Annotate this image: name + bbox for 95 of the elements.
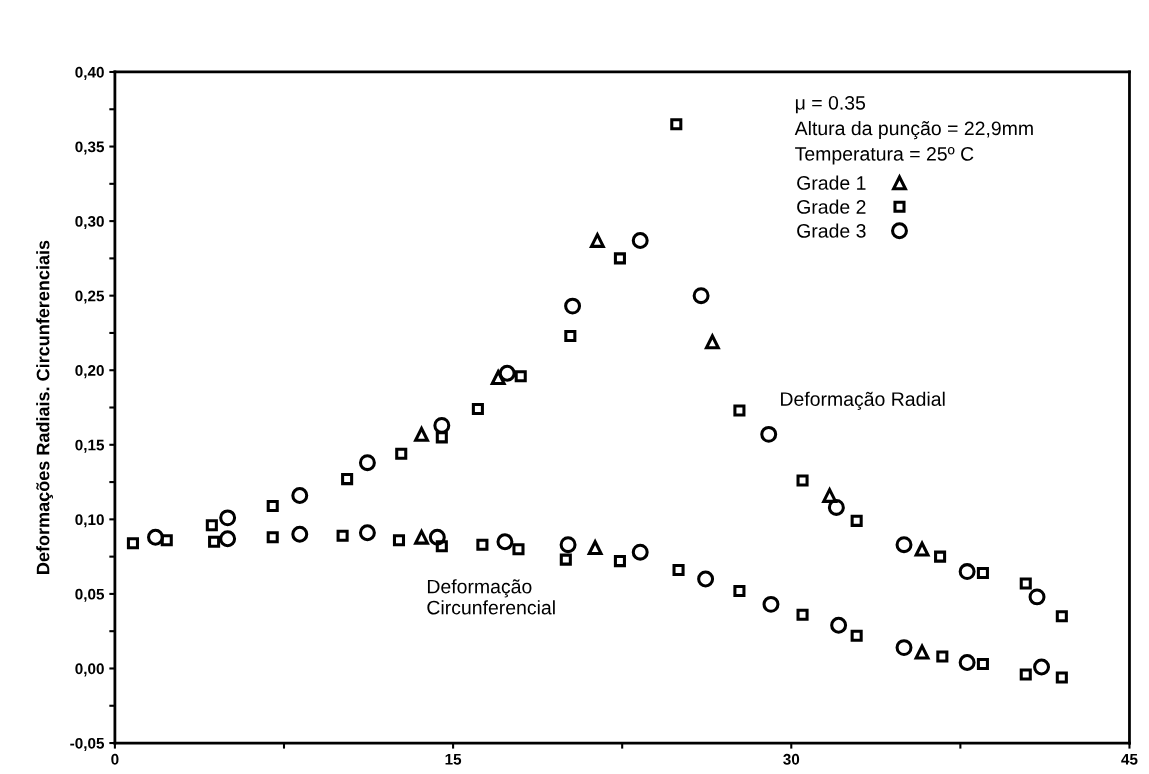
point (564, 329, 577, 342)
point (697, 570, 715, 588)
y-tick-label: 0,40 (75, 66, 104, 80)
point (796, 474, 809, 487)
point (428, 528, 446, 546)
point (435, 540, 448, 553)
point (126, 537, 139, 550)
point (205, 519, 218, 532)
annotation: Deformação Radial (781, 391, 945, 410)
point (358, 454, 376, 472)
y-tick-label: 0,15 (75, 439, 105, 453)
annotation: Temperatura = 25º C (795, 146, 974, 165)
point (1055, 671, 1068, 684)
point (219, 509, 237, 527)
point (559, 536, 577, 554)
point (414, 426, 429, 442)
y-axis-title: Deformações Radiais. Circunferenciais (36, 240, 53, 574)
point (613, 252, 626, 265)
point (895, 639, 913, 657)
x-tick-label: 0 (111, 753, 119, 765)
point (514, 370, 527, 383)
point (147, 528, 164, 546)
point (476, 538, 489, 551)
point (760, 425, 778, 443)
point (733, 584, 746, 597)
point (266, 499, 279, 512)
point (976, 566, 989, 580)
y-tick-label: 0,05 (75, 588, 105, 602)
point (559, 553, 572, 566)
point (1033, 658, 1051, 676)
point (496, 533, 514, 551)
point (1019, 668, 1032, 681)
point (392, 534, 406, 547)
point (613, 555, 626, 568)
point (587, 540, 603, 556)
point (895, 536, 913, 554)
point (913, 539, 931, 557)
point (395, 447, 408, 460)
point (631, 543, 649, 561)
point (830, 616, 848, 634)
point (631, 232, 649, 249)
point (670, 118, 683, 131)
y-tick-label: 0,20 (75, 365, 104, 379)
point (160, 534, 173, 547)
y-tick-label: 0,25 (75, 290, 105, 304)
legend-label: Grade 1 (797, 175, 866, 190)
point (733, 404, 746, 417)
point (704, 334, 720, 350)
point (827, 498, 845, 516)
point (433, 416, 451, 434)
y-tick-label: 0,10 (75, 514, 104, 528)
annotation: Deformação Circunferencial (427, 579, 555, 615)
point (936, 650, 949, 663)
annotation: Altura da punção = 22,9mm (794, 120, 1033, 140)
point (692, 287, 710, 305)
legend-label: Grade 2 (797, 199, 866, 214)
point (762, 595, 780, 613)
point (822, 488, 838, 503)
point (208, 535, 221, 548)
y-tick-label: -0,05 (70, 737, 105, 751)
point (934, 550, 947, 563)
point (266, 531, 279, 544)
point (1028, 588, 1046, 606)
point (358, 524, 376, 542)
point (1019, 577, 1032, 590)
point (471, 402, 484, 416)
x-tick-label: 45 (1121, 754, 1138, 765)
y-tick-label: 0,35 (75, 141, 105, 155)
point (291, 487, 309, 504)
point (291, 525, 309, 543)
point (512, 543, 525, 556)
point (672, 564, 685, 577)
x-tick-label: 30 (783, 753, 800, 765)
x-tick-label: 15 (445, 754, 462, 765)
point (490, 370, 506, 386)
point (435, 431, 448, 444)
y-tick-label: 0,30 (75, 215, 104, 230)
point (219, 530, 237, 548)
legend-label: Grade 3 (797, 223, 866, 238)
point (589, 233, 605, 248)
point (564, 297, 582, 315)
point (958, 654, 976, 671)
point (976, 657, 989, 671)
point (414, 529, 429, 545)
point (1055, 610, 1068, 623)
point (341, 473, 354, 486)
point (913, 642, 931, 660)
point (796, 608, 809, 621)
point (850, 629, 863, 642)
point (336, 529, 349, 542)
point (498, 364, 516, 382)
annotation: μ = 0.35 (795, 95, 866, 114)
point (850, 514, 863, 527)
y-tick-label: 0,00 (75, 663, 104, 677)
point (958, 563, 976, 581)
